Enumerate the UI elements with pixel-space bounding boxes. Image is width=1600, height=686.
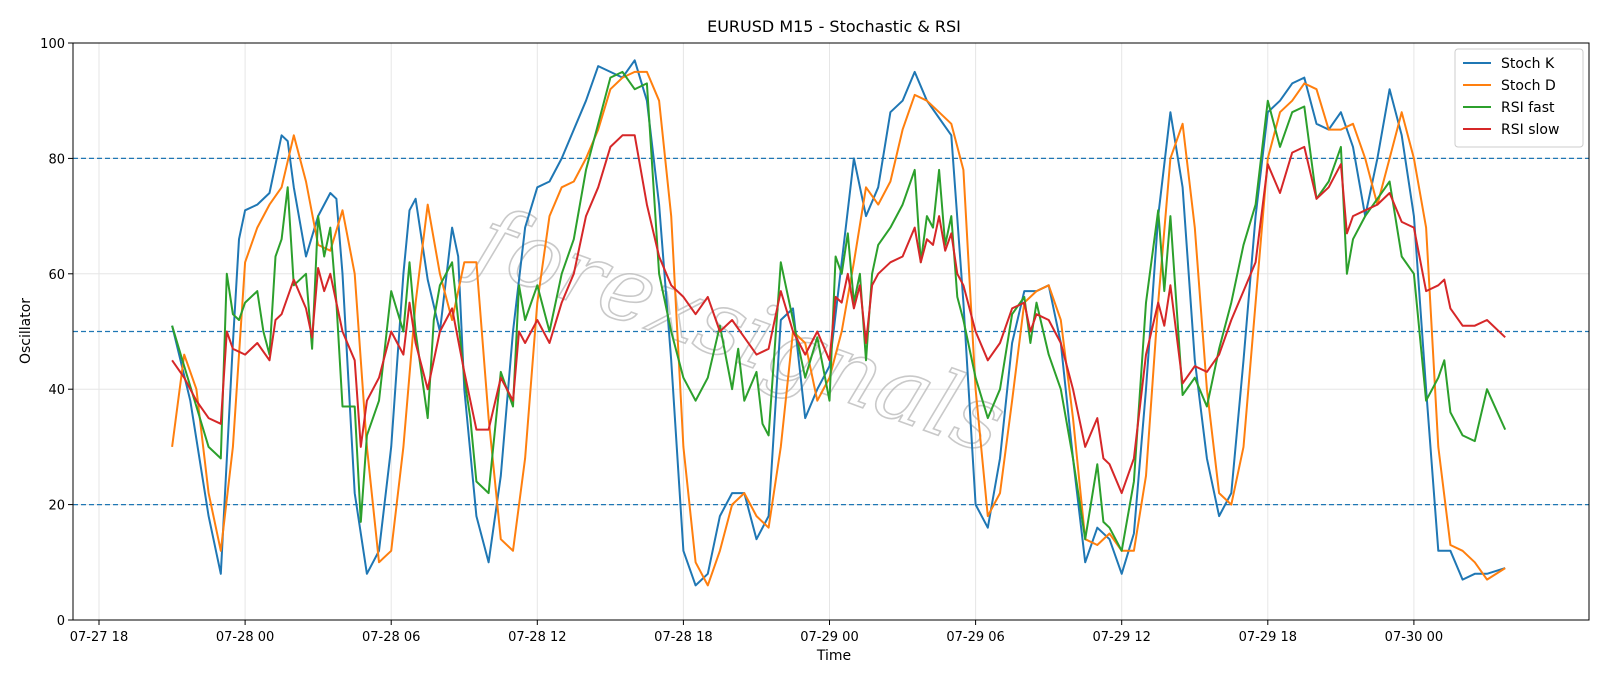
x-tick-label: 07-28 18 — [654, 630, 712, 645]
legend-label-rsi-slow: RSI slow — [1501, 122, 1559, 138]
series-line-rsi-slow — [171, 134, 1506, 495]
x-axis-label: Time — [816, 648, 851, 664]
y-tick-label: 40 — [48, 383, 65, 398]
y-axis: 0 20 40 60 80 100 — [40, 37, 73, 629]
y-tick-label: 60 — [48, 268, 65, 283]
y-tick-label: 100 — [40, 37, 65, 52]
legend-label-stoch-d: Stoch D — [1501, 78, 1556, 94]
series-line-rsi-fast — [171, 70, 1507, 552]
chart-title: EURUSD M15 - Stochastic & RSI — [707, 17, 961, 36]
x-tick-label: 07-27 18 — [70, 630, 128, 645]
legend-box — [1454, 48, 1584, 148]
x-tick-label: 07-29 12 — [1092, 630, 1150, 645]
series-line-stoch-d — [171, 70, 1506, 587]
y-axis-label: Oscillator — [18, 298, 34, 364]
legend-label-stoch-k: Stoch K — [1501, 56, 1555, 72]
x-tick-label: 07-28 12 — [508, 630, 566, 645]
x-tick-label: 07-30 00 — [1385, 630, 1443, 645]
x-tick-label: 07-28 06 — [362, 630, 420, 645]
x-tick-label: 07-29 18 — [1239, 630, 1297, 645]
y-tick-label: 0 — [57, 614, 65, 629]
x-tick-label: 07-29 00 — [800, 630, 858, 645]
series-lines — [171, 59, 1507, 587]
legend: Stoch K Stoch D RSI fast RSI slow — [1454, 48, 1584, 148]
y-tick-label: 80 — [48, 152, 65, 167]
plot-frame — [72, 42, 1590, 621]
x-axis: 07-27 18 07-28 00 07-28 06 07-28 12 07-28 18… — [70, 620, 1443, 645]
reference-lines — [73, 157, 1589, 506]
y-tick-label: 20 — [48, 499, 65, 514]
legend-label-rsi-fast: RSI fast — [1501, 100, 1555, 116]
x-tick-label: 07-28 00 — [216, 630, 274, 645]
x-tick-label: 07-29 06 — [946, 630, 1004, 645]
